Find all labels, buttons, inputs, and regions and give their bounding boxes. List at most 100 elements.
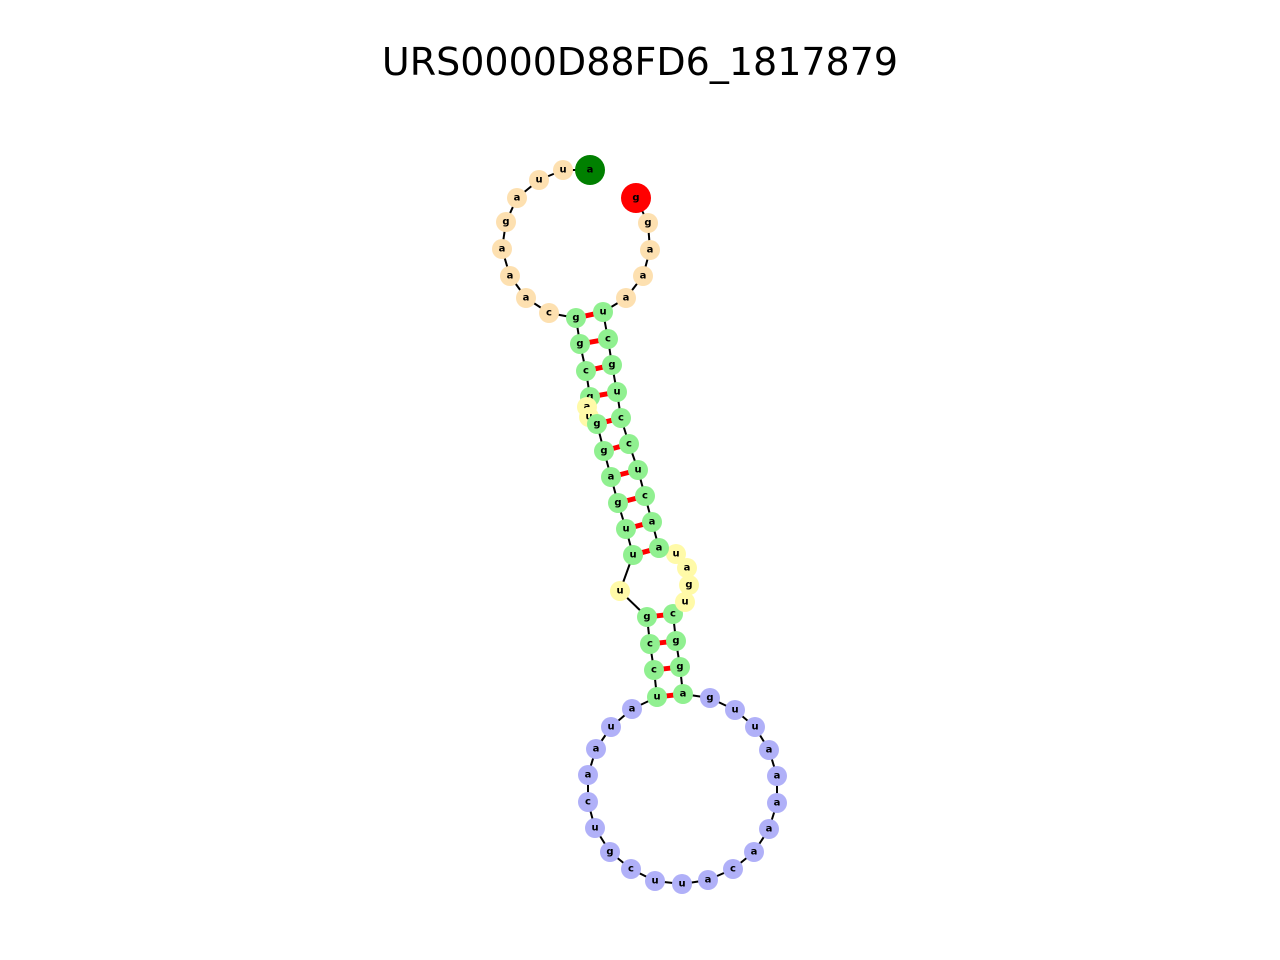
nucleotide-marker (516, 288, 536, 308)
nucleotide-marker (619, 434, 639, 454)
nucleotide: g (608, 493, 628, 513)
nucleotide-label: a (684, 563, 691, 574)
nucleotide-marker (578, 792, 598, 812)
nucleotide: c (723, 859, 743, 879)
nucleotide: u (725, 700, 745, 720)
nucleotide-marker (601, 717, 621, 737)
nucleotide: u (745, 717, 765, 737)
nucleotide-label: u (607, 722, 614, 733)
nucleotide-marker (610, 581, 630, 601)
nucleotide-marker (585, 818, 605, 838)
nucleotide-label: u (616, 586, 623, 597)
nucleotide-marker (638, 213, 658, 233)
nucleotide-label: g (614, 498, 621, 509)
nucleotide-marker (700, 688, 720, 708)
nucleotide-label: a (647, 245, 654, 256)
nucleotide-marker (566, 308, 586, 328)
nucleotide: u (675, 592, 695, 612)
nucleotide-label: g (606, 847, 613, 858)
nucleotide-label: g (593, 419, 600, 430)
nucleotide-label: u (681, 597, 688, 608)
nucleotide: c (640, 634, 660, 654)
nucleotide: g (587, 414, 607, 434)
nucleotide-marker (635, 486, 655, 506)
nucleotide-label: c (670, 609, 676, 620)
nucleotide: u (593, 302, 613, 322)
nucleotide-marker (616, 288, 636, 308)
nucleotide-marker (587, 414, 607, 434)
nucleotide-label: c (585, 797, 591, 808)
nucleotide: c (611, 408, 631, 428)
nucleotide-marker (647, 687, 667, 707)
nucleotide-marker (578, 765, 598, 785)
nucleotide-label: u (622, 524, 629, 535)
nucleotide-label: g (576, 339, 583, 350)
nucleotide: g (666, 631, 686, 651)
nucleotide-marker (492, 239, 512, 259)
nucleotide: g (602, 355, 622, 375)
nucleotide: a (616, 288, 636, 308)
nucleotide-label: u (653, 692, 660, 703)
nucleotide: u (607, 382, 627, 402)
nucleotide-marker (594, 441, 614, 461)
nucleotide: c (619, 434, 639, 454)
nucleotide-marker (593, 302, 613, 322)
nucleotide-label: a (623, 293, 630, 304)
nucleotide-marker (649, 538, 669, 558)
nucleotide-marker (759, 819, 779, 839)
nucleotide-marker (602, 355, 622, 375)
nucleotide-marker (675, 592, 695, 612)
nucleotide-label: g (706, 693, 713, 704)
nucleotide-marker (616, 519, 636, 539)
nucleotide: u (601, 717, 621, 737)
nucleotide: u (585, 818, 605, 838)
nucleotide-label: a (507, 271, 514, 282)
nucleotide-marker (607, 382, 627, 402)
nucleotide: u (672, 874, 692, 894)
nucleotide-marker (672, 874, 692, 894)
nucleotide-marker (529, 170, 549, 190)
nucleotide-label: u (599, 307, 606, 318)
nucleotide-label: u (591, 823, 598, 834)
nucleotide: a (649, 538, 669, 558)
nucleotide-label: g (676, 662, 683, 673)
nucleotide-label: c (651, 665, 657, 676)
nucleotide-marker (500, 266, 520, 286)
nucleotide: c (598, 329, 618, 349)
nucleotide: u (666, 544, 686, 564)
nucleotide: g (496, 212, 516, 232)
nucleotide-marker (496, 212, 516, 232)
base-pair-bond (587, 337, 601, 346)
nucleotide-marker (677, 558, 697, 578)
nucleotide-label: g (632, 193, 639, 204)
nucleotide: u (529, 170, 549, 190)
nucleotide-label: c (642, 491, 648, 502)
nucleotide-marker (622, 699, 642, 719)
nucleotide-marker (640, 634, 660, 654)
nucleotide: a (586, 739, 606, 759)
nucleotide-marker (539, 303, 559, 323)
nucleotide: g (621, 183, 651, 213)
nucleotide: g (638, 213, 658, 233)
nucleotide: a (698, 870, 718, 890)
nucleotide-label: g (600, 446, 607, 457)
nucleotide-label: a (629, 704, 636, 715)
nucleotide: a (759, 819, 779, 839)
nucleotide: a (500, 266, 520, 286)
nucleotide-label: a (593, 744, 600, 755)
nucleotide-marker (745, 717, 765, 737)
nucleotide-label: g (643, 612, 650, 623)
nucleotide-label: g (672, 636, 679, 647)
nucleotide-label: u (585, 412, 592, 423)
nucleotide: c (576, 361, 596, 381)
nucleotide-marker (600, 842, 620, 862)
nucleotide-marker (507, 188, 527, 208)
nucleotide: u (645, 871, 665, 891)
nucleotide-marker (576, 361, 596, 381)
nucleotide: g (637, 607, 657, 627)
nucleotide-marker (725, 700, 745, 720)
nucleotide: a (578, 765, 598, 785)
nucleotide-label: u (678, 879, 685, 890)
nucleotide: a (633, 266, 653, 286)
